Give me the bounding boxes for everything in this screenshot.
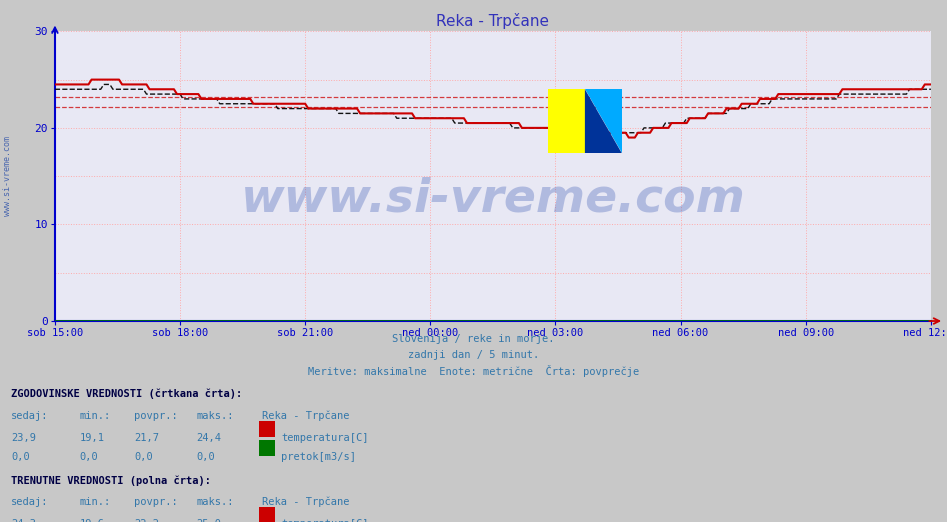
Text: min.:: min.: [80, 411, 111, 421]
Text: 22,2: 22,2 [134, 519, 159, 522]
Text: Slovenija / reke in morje.: Slovenija / reke in morje. [392, 334, 555, 344]
Text: zadnji dan / 5 minut.: zadnji dan / 5 minut. [408, 350, 539, 360]
Text: www.si-vreme.com: www.si-vreme.com [3, 136, 12, 216]
Text: 24,4: 24,4 [196, 433, 221, 443]
Text: 0,0: 0,0 [196, 452, 215, 461]
Bar [548, 89, 585, 153]
Text: 19,1: 19,1 [80, 433, 104, 443]
Text: 21,7: 21,7 [134, 433, 159, 443]
Text: 0,0: 0,0 [80, 452, 98, 461]
Polygon shape [585, 89, 621, 153]
Text: sedaj:: sedaj: [11, 497, 49, 507]
Text: temperatura[C]: temperatura[C] [281, 433, 368, 443]
Polygon shape [585, 89, 621, 153]
Text: 0,0: 0,0 [11, 452, 30, 461]
Text: TRENUTNE VREDNOSTI (polna črta):: TRENUTNE VREDNOSTI (polna črta): [11, 475, 211, 485]
Text: maks.:: maks.: [196, 497, 234, 507]
Text: 0,0: 0,0 [134, 452, 153, 461]
Text: 25,0: 25,0 [196, 519, 221, 522]
Text: povpr.:: povpr.: [134, 411, 178, 421]
Text: povpr.:: povpr.: [134, 497, 178, 507]
Text: sedaj:: sedaj: [11, 411, 49, 421]
Text: pretok[m3/s]: pretok[m3/s] [281, 452, 356, 461]
Text: maks.:: maks.: [196, 411, 234, 421]
Text: min.:: min.: [80, 497, 111, 507]
Title: Reka - Trpčane: Reka - Trpčane [437, 13, 549, 29]
Text: 19,6: 19,6 [80, 519, 104, 522]
Text: Reka - Trpčane: Reka - Trpčane [262, 497, 349, 507]
Text: 23,9: 23,9 [11, 433, 36, 443]
Text: www.si-vreme.com: www.si-vreme.com [241, 177, 745, 222]
Text: Meritve: maksimalne  Enote: metrične  Črta: povprečje: Meritve: maksimalne Enote: metrične Črta… [308, 365, 639, 377]
Text: 24,3: 24,3 [11, 519, 36, 522]
Text: temperatura[C]: temperatura[C] [281, 519, 368, 522]
Text: Reka - Trpčane: Reka - Trpčane [262, 411, 349, 421]
Text: ZGODOVINSKE VREDNOSTI (črtkana črta):: ZGODOVINSKE VREDNOSTI (črtkana črta): [11, 389, 242, 399]
